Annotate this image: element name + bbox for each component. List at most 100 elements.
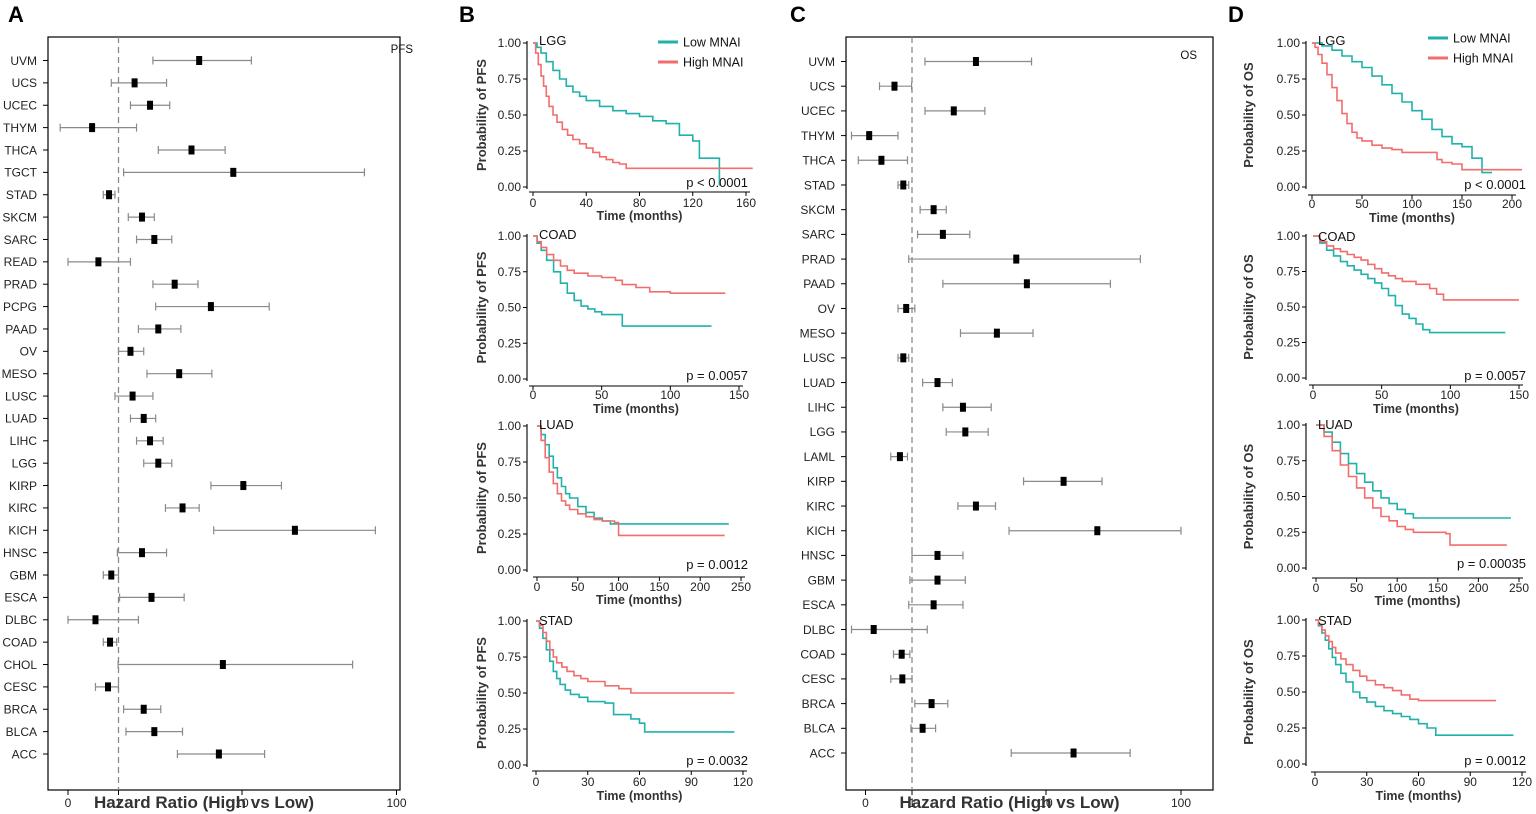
x-tick-label: 60 (1412, 775, 1426, 789)
forest-row: UVM (808, 55, 1033, 69)
cancer-label: BLCA (804, 722, 835, 736)
cancer-name: COAD (1318, 229, 1356, 244)
x-tick-label: 0 (534, 580, 541, 594)
cancer-label: KICH (8, 524, 37, 538)
x-tick-label: 0 (862, 796, 869, 810)
forest-plot-c: C OS UVM UCS UCEC THYM THCA STAD SKCM SARC PRAD PAA… (790, 2, 1214, 812)
x-tick-label: 1 (909, 796, 916, 810)
cancer-label: CESC (802, 672, 836, 686)
x-tick-label: 250 (1509, 581, 1529, 595)
legend-label-low: Low MNAI (1453, 32, 1511, 46)
forest-row: LUSC (5, 389, 154, 403)
low-mnai-curve (1316, 424, 1511, 519)
forest-row: THYM (3, 121, 138, 135)
y-tick-label: 0.75 (1277, 649, 1301, 663)
cancer-label: LUAD (5, 412, 37, 426)
forest-row: KIRC (806, 499, 997, 513)
cancer-label: BRCA (4, 703, 37, 717)
forest-row: PRAD (4, 278, 199, 292)
forest-row: UCEC (3, 99, 171, 113)
y-tick-label: 0.50 (1277, 685, 1301, 699)
forest-row: PAAD (5, 322, 182, 336)
cancer-label: UCS (12, 76, 37, 90)
y-tick-label: 0.75 (1277, 454, 1301, 468)
forest-row: LIHC (808, 401, 992, 415)
km-subplot-lgg: 0.00 0.25 0.50 0.75 1.00 0 40 80 120 160 Time (mon… (474, 33, 756, 223)
cancer-label: CESC (4, 680, 38, 694)
y-tick-label: 0.75 (498, 455, 522, 469)
y-tick-label: 0.50 (498, 301, 522, 315)
hr-point (188, 145, 195, 155)
cancer-name: LGG (539, 33, 566, 48)
legend: Low MNAI High MNAI (658, 36, 743, 70)
high-mnai-curve (1313, 235, 1519, 301)
x-axis-title: Time (months) (1376, 789, 1462, 803)
hr-point (903, 303, 910, 313)
km-subplot-luad: 0.00 0.25 0.50 0.75 1.00 0 50 100 150 200 250 Time … (1241, 417, 1529, 608)
cancer-label: THCA (4, 143, 37, 157)
forest-row: ACC (12, 747, 266, 761)
forest-row: PAAD (803, 277, 1112, 291)
forest-row: LUSC (803, 351, 910, 365)
p-value: p = 0.0032 (686, 753, 748, 768)
hr-point (934, 378, 941, 388)
y-tick-label: 0.50 (498, 108, 522, 122)
forest-row: ESCA (802, 598, 964, 612)
cancer-label: PRAD (802, 252, 836, 266)
y-tick-label: 0.25 (498, 144, 522, 158)
y-tick-label: 0.00 (1277, 561, 1301, 575)
hr-point (140, 704, 147, 714)
hr-point (900, 180, 907, 190)
cancer-label: MESO (2, 367, 37, 381)
cancer-name: STAD (539, 613, 573, 628)
hr-point (896, 452, 903, 462)
cancer-label: STAD (6, 188, 37, 202)
p-value: p = 0.0012 (1464, 753, 1526, 768)
cancer-label: ESCA (4, 591, 37, 605)
y-tick-label: 1.00 (498, 229, 522, 243)
y-tick-label: 0.00 (1277, 180, 1301, 194)
cancer-label: LGG (810, 425, 835, 439)
x-tick-label: 150 (729, 388, 749, 402)
y-tick-label: 1.00 (1277, 36, 1301, 50)
cancer-label: HNSC (801, 549, 835, 563)
y-tick-label: 0.25 (1277, 144, 1301, 158)
x-tick-label: 0 (530, 388, 537, 402)
hr-point (129, 391, 136, 401)
hr-point (939, 229, 946, 239)
y-tick-label: 0.75 (498, 265, 522, 279)
cancer-label: TGCT (4, 166, 37, 180)
cancer-label: SARC (4, 233, 38, 247)
x-tick-label: 120 (683, 196, 703, 210)
y-tick-label: 0.00 (1277, 757, 1301, 771)
cancer-label: GBM (10, 568, 37, 582)
cancer-label: SARC (802, 228, 836, 242)
high-mnai-curve (536, 620, 735, 694)
hr-point (950, 106, 957, 116)
forest-row: BRCA (4, 703, 162, 717)
x-tick-label: 90 (1464, 775, 1478, 789)
forest-row: READ (4, 255, 132, 269)
plot-frame (47, 36, 401, 791)
hr-point (898, 649, 905, 659)
cancer-label: CHOL (4, 658, 38, 672)
forest-row: ACC (810, 746, 1131, 760)
cancer-name: STAD (1318, 613, 1352, 628)
y-tick-label: 0.00 (1277, 371, 1301, 385)
hr-point (127, 346, 134, 356)
hr-point (196, 56, 203, 65)
hr-point (89, 123, 96, 133)
km-subplot-stad: 0.00 0.25 0.50 0.75 1.00 0 30 60 90 120 Time (mont… (474, 613, 753, 803)
hr-point (147, 436, 154, 446)
low-mnai-curve (536, 620, 735, 733)
low-mnai-curve (533, 235, 712, 327)
cancer-label: READ (4, 255, 38, 269)
low-mnai-curve (1315, 619, 1514, 736)
x-tick-label: 50 (571, 580, 585, 594)
y-tick-label: 1.00 (1277, 418, 1301, 432)
hr-point (972, 501, 979, 511)
forest-row: KIRC (8, 501, 200, 515)
x-tick-label: 100 (1387, 581, 1407, 595)
low-mnai-curve (1312, 42, 1492, 174)
x-tick-label: 50 (1375, 388, 1389, 402)
